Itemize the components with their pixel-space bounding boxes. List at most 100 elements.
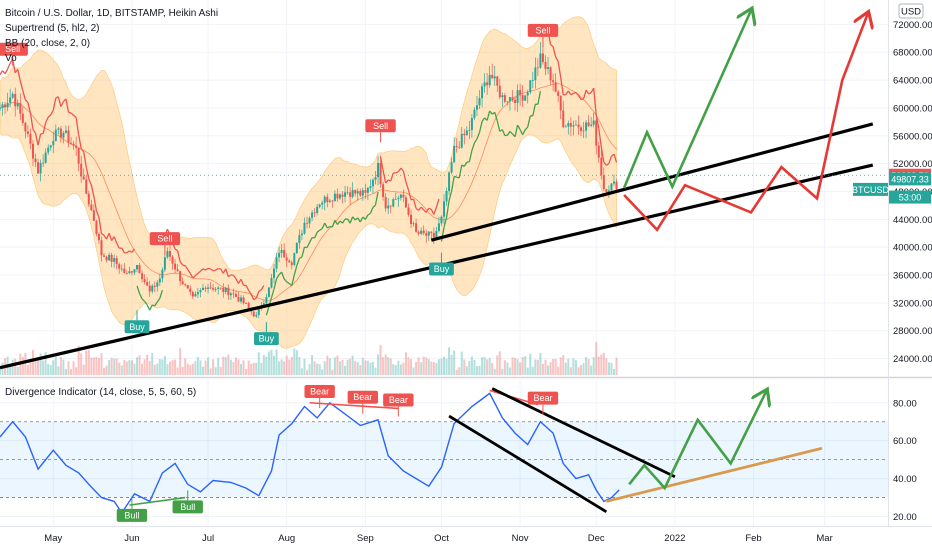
volume-bar-80: [201, 366, 204, 375]
candle-175: [443, 201, 445, 217]
candle-169: [427, 231, 430, 236]
volume-bar-168: [425, 357, 428, 375]
candle-63: [158, 278, 161, 283]
volume-bar-121: [305, 370, 308, 375]
legend-line-4[interactable]: Vo: [5, 53, 17, 64]
candle-123: [311, 212, 314, 218]
volume-bar-215: [544, 359, 547, 375]
supertrend-seg-40: [98, 217, 103, 234]
candle-232: [587, 122, 590, 126]
volume-bar-222: [562, 355, 565, 375]
supertrend-seg-149: [374, 191, 379, 206]
volume-bar-172: [435, 363, 438, 375]
candle-94: [237, 297, 240, 302]
price-axis[interactable]: 72000.00 68000.00 64000.00 60000.00 56000.00…: [893, 20, 932, 365]
currency-badge[interactable]: [898, 3, 924, 19]
supertrend-seg-88: [220, 268, 224, 274]
supertrend-seg-226: [570, 92, 574, 96]
bb-basis: [0, 83, 617, 301]
volume-bar-18: [44, 352, 47, 375]
volume-bar-227: [574, 360, 577, 375]
volume-bar-208: [526, 367, 529, 375]
supertrend-seg-12: [27, 102, 32, 114]
candle-159: [402, 194, 405, 198]
volume-bar-75: [189, 365, 192, 375]
volume-bar-196: [496, 355, 499, 375]
time-axis[interactable]: May Jun Jul Aug Sep Oct Nov Dec 2022 Feb Mar: [44, 533, 832, 544]
volume-bar-209: [529, 353, 532, 375]
currency-label[interactable]: USD: [901, 7, 921, 18]
volume-bar-25: [62, 359, 65, 375]
supertrend-seg-24: [57, 96, 62, 107]
supertrend-seg-202: [509, 130, 513, 135]
time-tick-1: Jun: [124, 533, 139, 544]
volume-bar-115: [290, 357, 293, 375]
ind-tick-0: 80.00: [893, 398, 917, 409]
candle-67: [168, 251, 171, 257]
volume-bar-170: [430, 361, 433, 375]
candle-26: [64, 130, 67, 133]
candle-53: [133, 269, 136, 273]
candle-25: [62, 132, 65, 138]
candle-233: [590, 124, 593, 126]
volume-bar-116: [293, 348, 296, 375]
candle-191: [483, 82, 486, 87]
supertrend-seg-28: [68, 111, 72, 114]
supertrend-seg-143: [359, 216, 364, 223]
volume-bar-143: [361, 357, 364, 375]
supertrend-seg-130: [326, 226, 331, 229]
volume-bar-198: [501, 368, 504, 375]
indicator-axis[interactable]: 80.00 60.00 40.00 20.00: [893, 398, 917, 523]
candle-176: [445, 191, 448, 202]
ind-signal-label-2: Bear: [389, 395, 408, 405]
candle-77: [194, 294, 197, 297]
supertrend-seg-51: [126, 250, 130, 254]
ind-trendline-1: [448, 414, 608, 513]
supertrend-seg-148: [372, 204, 376, 208]
volume-bar-117: [295, 350, 298, 375]
volume-bar-236: [597, 356, 600, 375]
supertrend-seg-177: [445, 200, 450, 218]
volume-bar-204: [516, 359, 519, 375]
main-pane[interactable]: [0, 0, 888, 376]
candle-129: [326, 196, 329, 203]
supertrend-seg-132: [331, 220, 336, 228]
candle-13: [31, 143, 34, 159]
price-tick-8: 40000.00: [893, 243, 932, 254]
main-legend[interactable]: Bitcoin / U.S. Dollar, 1D, BITSTAMP, Hei…: [5, 8, 218, 64]
candle-29: [72, 143, 75, 146]
legend-line-2[interactable]: Supertrend (5, hl2, 2): [5, 23, 100, 34]
candle-145: [366, 187, 369, 193]
candle-202: [511, 97, 514, 100]
supertrend-seg-119: [299, 256, 303, 259]
candle-118: [298, 235, 301, 244]
candle-96: [242, 297, 245, 304]
supertrend-seg-183: [461, 164, 465, 167]
candle-10: [24, 122, 27, 132]
volume-bar-109: [275, 349, 278, 375]
candle-38: [95, 220, 98, 235]
candle-219: [554, 82, 557, 92]
legend-line-1[interactable]: Bitcoin / U.S. Dollar, 1D, BITSTAMP, Hei…: [5, 8, 218, 19]
supertrend-seg-35: [85, 167, 90, 179]
candle-203: [514, 99, 517, 103]
indicator-legend[interactable]: Divergence Indicator (14, close, 5, 5, 6…: [5, 387, 196, 398]
volume-bar-95: [240, 363, 243, 375]
supertrend-seg-134: [336, 220, 341, 225]
volume-bar-15: [37, 359, 40, 375]
volume-bar-206: [521, 356, 524, 375]
candle-172: [435, 230, 438, 238]
volume-bar-57: [143, 359, 146, 375]
volume-bar-240: [607, 362, 610, 375]
candle-195: [493, 76, 496, 79]
legend-line-3[interactable]: BB (20, close, 2, 0): [5, 38, 90, 49]
candle-180: [455, 145, 458, 147]
ind-tick-2: 40.00: [893, 474, 917, 485]
supertrend-seg-96: [240, 278, 245, 286]
candle-16: [39, 162, 42, 174]
candle-190: [481, 86, 484, 99]
supertrend-seg-114: [286, 281, 290, 284]
volume-bar-187: [473, 359, 476, 375]
